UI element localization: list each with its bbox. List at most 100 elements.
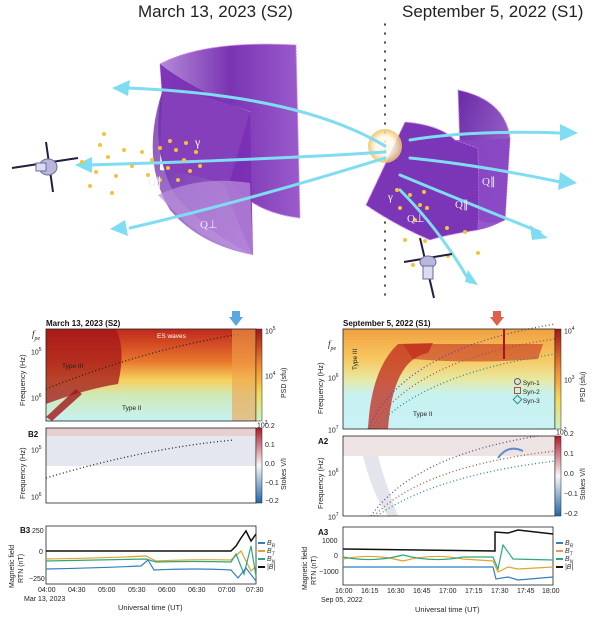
panel-label-a3: A3 bbox=[318, 528, 329, 537]
xtick: 16:30 bbox=[387, 588, 405, 595]
legend-item-bt: BT bbox=[258, 548, 275, 557]
colorbar-stokes-right bbox=[554, 435, 562, 517]
cbar-tick-a2-3: 0.0 bbox=[564, 471, 574, 478]
es-waves-label: ES waves bbox=[157, 333, 186, 340]
y-axis-label-a3-line2: RTN (nT) bbox=[311, 555, 318, 585]
ytick-a3-3: −1000 bbox=[319, 569, 339, 576]
electron-cloud-left bbox=[80, 132, 202, 195]
syn-legend-3: Syn-3 bbox=[512, 394, 540, 405]
magnetic-field-panel-b3 bbox=[45, 525, 257, 585]
illustration-title-left: March 13, 2023 (S2) bbox=[138, 2, 293, 21]
fpe-label-left: fpe bbox=[32, 329, 41, 342]
xtick: 17:45 bbox=[517, 588, 535, 595]
colorbar-label-b2: Stokes V/I bbox=[281, 458, 288, 490]
legend-item-bmag: |B| bbox=[556, 564, 573, 572]
cbar-tick-b2-2: 0.1 bbox=[265, 442, 275, 449]
q-parallel-label-left: Q∥ bbox=[148, 176, 161, 188]
date-label-b3: Mar 13, 2023 bbox=[24, 596, 66, 603]
xtick: 07:00 bbox=[218, 587, 236, 594]
ytick-a1-1: 106 bbox=[328, 373, 339, 383]
cbar-tick-b2-1: 0.2 bbox=[265, 423, 275, 430]
ytick-b3-3: −250 bbox=[29, 576, 45, 583]
colorbar-psd-right bbox=[554, 328, 562, 430]
cbar-tick-b2-5: −0.2 bbox=[265, 498, 279, 505]
xtick: 04:30 bbox=[68, 587, 86, 594]
cbar-tick-b1-2: 104 bbox=[265, 371, 276, 381]
xtick: 06:30 bbox=[188, 587, 206, 594]
q-parallel-label-right-2: Q∥ bbox=[455, 199, 468, 211]
fpe-label-right: fpe bbox=[328, 339, 337, 352]
y-axis-label-b1: Frequency (Hz) bbox=[18, 354, 27, 406]
syn-legend-2: Syn-2 bbox=[514, 387, 540, 396]
y-axis-label-a2: Frequency (Hz) bbox=[316, 457, 325, 509]
legend-b3: BR BT BN |B| bbox=[258, 540, 275, 572]
cbar-tick-a2-2: 0.1 bbox=[564, 451, 574, 458]
x-axis-label-b3: Universal time (UT) bbox=[118, 603, 183, 612]
panel-label-b2: B2 bbox=[28, 430, 39, 439]
cbar-tick-b2-3: 0.0 bbox=[265, 461, 275, 468]
cbar-tick-b1-1: 105 bbox=[265, 326, 276, 336]
xtick: 07:30 bbox=[246, 587, 264, 594]
colorbar-label-a2: Stokes V/I bbox=[580, 468, 587, 500]
xtick: 17:00 bbox=[439, 588, 457, 595]
cbar-tick-b2-4: −0.1 bbox=[265, 480, 279, 487]
gamma-symbol-left: γ bbox=[194, 135, 201, 149]
legend-item-bn: BN bbox=[258, 556, 275, 565]
legend-item-br: BR bbox=[556, 540, 573, 549]
time-marker-arrow-left bbox=[229, 311, 243, 326]
type3-label-left: Type III bbox=[62, 363, 84, 370]
ytick-b2-2: 106 bbox=[31, 492, 42, 502]
xtick: 05:30 bbox=[128, 587, 146, 594]
ytick-b2-1: 105 bbox=[31, 445, 42, 455]
panel-title-right: September 5, 2022 (S1) bbox=[343, 319, 431, 328]
legend-a3: BR BT BN |B| bbox=[556, 540, 573, 572]
q-parallel-label-right-1: Q∥ bbox=[482, 176, 495, 188]
type3-label-right: Type III bbox=[352, 348, 359, 370]
xtick: 16:45 bbox=[413, 588, 431, 595]
y-axis-label-b3-line1: Magnetic field bbox=[9, 544, 16, 588]
ytick-a1-2: 107 bbox=[328, 425, 339, 435]
beam-arrowheads-right bbox=[465, 124, 578, 285]
xtick: 17:15 bbox=[465, 588, 483, 595]
shock-shell-left bbox=[152, 43, 301, 255]
xtick: 16:00 bbox=[335, 588, 353, 595]
xtick: 16:15 bbox=[361, 588, 379, 595]
panel-label-b3: B3 bbox=[20, 526, 31, 535]
legend-item-bt: BT bbox=[556, 548, 573, 557]
date-label-a3: Sep 05, 2022 bbox=[321, 597, 363, 604]
electron-cloud-right bbox=[395, 188, 480, 267]
syn-legend: Syn-1 Syn-2 Syn-3 bbox=[512, 378, 540, 405]
stokes-panel-b2 bbox=[45, 427, 257, 504]
ytick-b3-2: 0 bbox=[39, 549, 43, 556]
shock-shell-right bbox=[365, 89, 511, 241]
ytick-a3-2: 0 bbox=[334, 553, 338, 560]
legend-item-bn: BN bbox=[556, 556, 573, 565]
spectrogram-panel-a1 bbox=[342, 323, 556, 430]
type2-label-left: Type II bbox=[122, 405, 142, 412]
cbar-tick-a2-4: −0.1 bbox=[564, 491, 578, 498]
ytick-b3-1: 250 bbox=[32, 528, 44, 535]
legend-item-br: BR bbox=[258, 540, 275, 549]
cbar-tick-a1-1: 104 bbox=[564, 326, 575, 336]
y-axis-label-b2: Frequency (Hz) bbox=[18, 447, 27, 499]
electron-beams-right bbox=[398, 130, 567, 284]
syn-legend-1: Syn-1 bbox=[514, 378, 540, 387]
xtick: 04:00 bbox=[38, 587, 56, 594]
q-perp-label-left: Q⊥ bbox=[200, 219, 218, 231]
illustration-title-right: September 5, 2022 (S1) bbox=[402, 2, 584, 21]
electron-beams-left bbox=[86, 86, 387, 230]
cbar-tick-a2-5: −0.2 bbox=[564, 511, 578, 518]
colorbar-label-b1: PSD (sfu) bbox=[281, 367, 288, 398]
x-ticks-b3: 04:00 04:30 05:00 05:30 06:00 06:30 07:0… bbox=[38, 587, 264, 597]
shock-illustration: γ γ Q∥ Q⊥ Q∥ Q∥ Q⊥ bbox=[11, 23, 578, 301]
time-marker-arrow-right bbox=[490, 311, 504, 326]
x-axis-label-a3: Universal time (UT) bbox=[415, 605, 480, 614]
x-ticks-a3: 16:00 16:15 16:30 16:45 17:00 17:15 17:3… bbox=[335, 588, 560, 598]
beam-arrowheads-left bbox=[75, 80, 130, 236]
magnetic-field-panel-a3 bbox=[342, 526, 554, 586]
y-axis-label-b3-line2: RTN (nT) bbox=[18, 553, 25, 583]
xtick: 06:00 bbox=[158, 587, 176, 594]
colorbar-label-a1: PSD (sfu) bbox=[580, 371, 587, 402]
legend-item-bmag: |B| bbox=[258, 564, 275, 572]
stokes-panel-a2 bbox=[342, 435, 556, 517]
